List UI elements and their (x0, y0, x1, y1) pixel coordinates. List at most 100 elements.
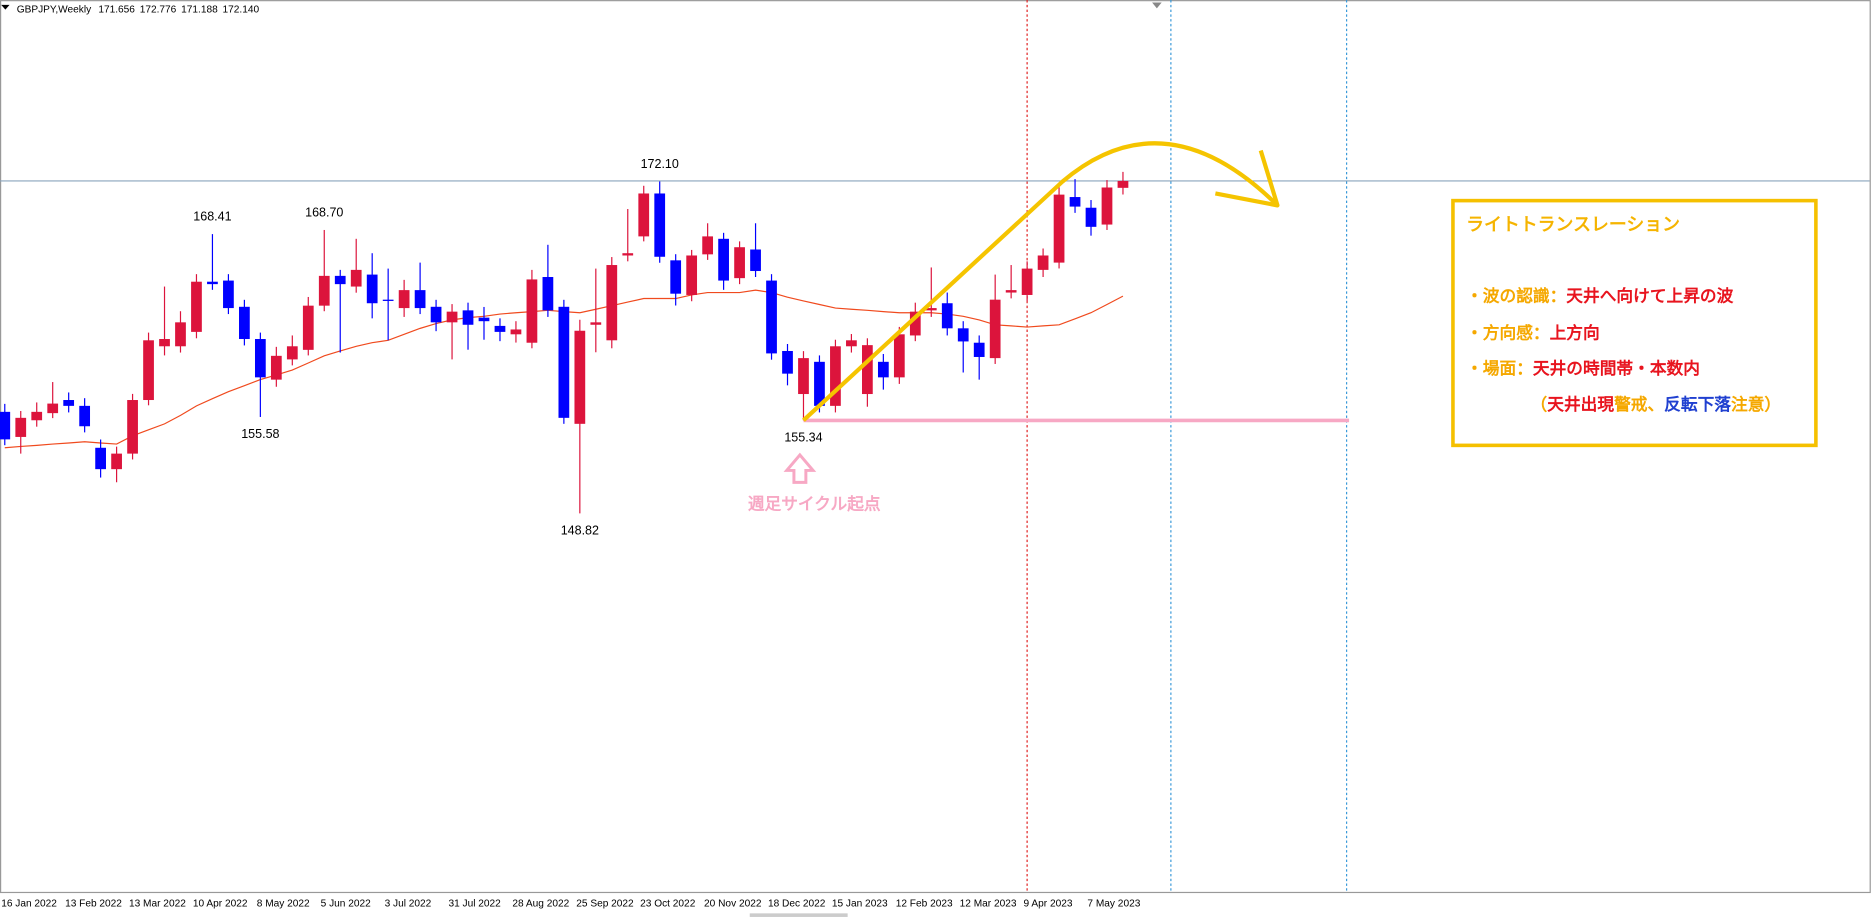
info-segment: ） (1764, 394, 1781, 414)
info-segment: 天井へ向けて上昇の波 (1566, 286, 1733, 306)
candle-body (207, 281, 218, 285)
info-box (1451, 198, 1818, 448)
candle-body (846, 340, 857, 347)
candle-body (1005, 290, 1017, 293)
low-label: 155.58 (241, 427, 279, 441)
candle-body (654, 193, 666, 257)
x-tick-label: 3 Jul 2022 (385, 898, 432, 909)
info-segment: 注意 (1731, 394, 1764, 414)
info-line: ・方向感：上方向 (1466, 323, 1600, 343)
candle-body (702, 236, 714, 255)
candle-body (223, 280, 234, 309)
high-label: 168.41 (193, 210, 231, 224)
info-segment: 天井の時間帯・本数内 (1533, 359, 1700, 379)
candle-body (1069, 197, 1081, 207)
cycle-arrow (783, 452, 817, 484)
candle-body (973, 342, 985, 357)
candle-body (590, 322, 602, 325)
info-line: （天井出現警戒、反転下落注意） (1531, 394, 1782, 414)
info-line: ・波の認識：天井へ向けて上昇の波 (1466, 286, 1734, 306)
scrollbar (749, 913, 848, 917)
x-tick-label: 28 Aug 2022 (512, 898, 569, 909)
candle-body (159, 339, 170, 347)
candle-body (862, 345, 873, 395)
header-value: 172.776 (140, 4, 177, 15)
info-segment: ・方向感： (1466, 323, 1550, 343)
candle-body (382, 299, 394, 301)
candle-body (446, 311, 458, 323)
high-label: 168.70 (305, 206, 343, 220)
cycle-annotation: 週足サイクル起点 (748, 493, 881, 513)
x-tick-label: 16 Jan 2022 (1, 898, 57, 909)
candle-body (143, 340, 154, 401)
low-label: 148.82 (561, 524, 599, 538)
candle-body (558, 306, 570, 418)
candle-body (686, 255, 698, 295)
candle-body (638, 193, 650, 237)
candle-body (79, 405, 91, 427)
candle-body (957, 328, 969, 342)
candle-body (877, 361, 889, 378)
x-tick-label: 9 Apr 2023 (1024, 898, 1073, 909)
low-label: 155.34 (784, 431, 822, 445)
info-segment: ・波の認識： (1466, 286, 1566, 306)
x-tick-label: 8 May 2022 (257, 898, 310, 909)
candle-body (1037, 255, 1049, 270)
header-value: 171.656 (98, 4, 135, 15)
candle-body (814, 361, 825, 406)
candle-body (318, 275, 330, 306)
x-tick-label: 10 Apr 2022 (193, 898, 248, 909)
candle-body (398, 290, 410, 309)
info-line: ・場面：天井の時間帯・本数内 (1466, 359, 1700, 379)
candle-body (95, 447, 106, 470)
x-tick-label: 25 Sep 2022 (576, 898, 634, 909)
candle-body (1085, 207, 1097, 227)
candle-body (350, 269, 362, 287)
candle-body (670, 260, 682, 294)
header-value: 172.140 (223, 4, 260, 15)
x-tick-label: 13 Mar 2022 (129, 898, 186, 909)
candle-body (63, 400, 75, 406)
trend-arrowhead (1214, 149, 1280, 208)
x-tick-label: 5 Jun 2022 (321, 898, 371, 909)
candle-body (414, 290, 426, 309)
candle-body (750, 249, 761, 272)
info-segment: 天井出現 (1547, 394, 1614, 414)
candle-body (830, 346, 841, 406)
candle-body (127, 400, 138, 454)
x-tick-label: 15 Jan 2023 (832, 898, 888, 909)
candle-body (941, 303, 953, 329)
x-tick-label: 12 Feb 2023 (896, 898, 953, 909)
candle-body (925, 308, 937, 311)
x-tick-label: 18 Dec 2022 (768, 898, 826, 909)
symbol: GBPJPY,Weekly (17, 4, 92, 15)
candle-body (909, 311, 921, 336)
info-title: ライトトランスレーション (1466, 214, 1680, 234)
candle-body (270, 355, 282, 380)
candle-body (302, 305, 314, 350)
candle-body (111, 453, 122, 470)
candle-body (782, 350, 793, 374)
candle-body (254, 339, 266, 378)
candle-body (542, 277, 554, 311)
candle-body (0, 411, 11, 440)
candle-body (31, 411, 43, 421)
candle-body (430, 306, 442, 323)
candle-body (1021, 268, 1033, 295)
candle-body (462, 310, 474, 325)
candle-body (47, 403, 59, 414)
candle-body (718, 238, 729, 281)
high-label: 172.10 (641, 157, 679, 171)
candle-body (191, 281, 202, 332)
candle-body (334, 275, 346, 285)
candle-body (1117, 180, 1129, 188)
info-segment: 上方向 (1550, 323, 1600, 343)
candle-body (574, 330, 586, 424)
header-value: 171.188 (181, 4, 218, 15)
x-tick-label: 31 Jul 2022 (448, 898, 501, 909)
info-segment: 反転下落 (1664, 394, 1731, 414)
trend-arrow (802, 141, 1277, 422)
x-tick-label: 13 Feb 2022 (65, 898, 122, 909)
